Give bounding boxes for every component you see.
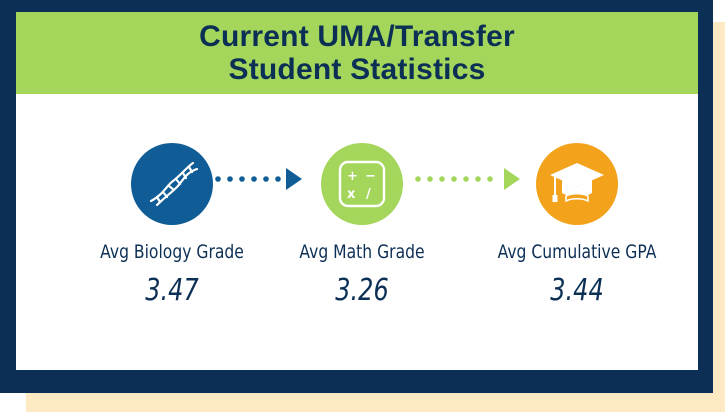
stat-math: + − x / Avg Math Grade 3.26 [247,143,477,323]
graduation-cap-icon [536,143,618,225]
title-line-2: Student Statistics [228,53,486,86]
connector-arrow-1 [203,168,302,190]
dna-icon [131,143,213,225]
stat-gpa: Avg Cumulative GPA 3.44 [462,143,692,323]
stat-value-gpa: 3.44 [550,273,604,308]
stat-value-math: 3.26 [335,273,389,308]
calculator-icon: + − x / [321,143,403,225]
infographic-card: Current UMA/Transfer Student Statistics [16,12,698,370]
svg-text:/: / [366,187,371,202]
svg-text:+: + [347,169,358,184]
header-banner: Current UMA/Transfer Student Statistics [16,12,698,94]
stat-label-gpa: Avg Cumulative GPA [497,241,657,263]
stat-label-math: Avg Math Grade [299,241,425,263]
svg-text:−: − [365,169,376,184]
infographic-frame: Current UMA/Transfer Student Statistics [0,0,713,393]
svg-text:x: x [347,187,356,202]
title-line-1: Current UMA/Transfer [199,20,515,53]
stat-value-biology: 3.47 [145,273,199,308]
connector-arrow-2 [415,168,520,190]
stat-label-biology: Avg Biology Grade [100,241,244,263]
stat-biology: Avg Biology Grade 3.47 [57,143,287,323]
